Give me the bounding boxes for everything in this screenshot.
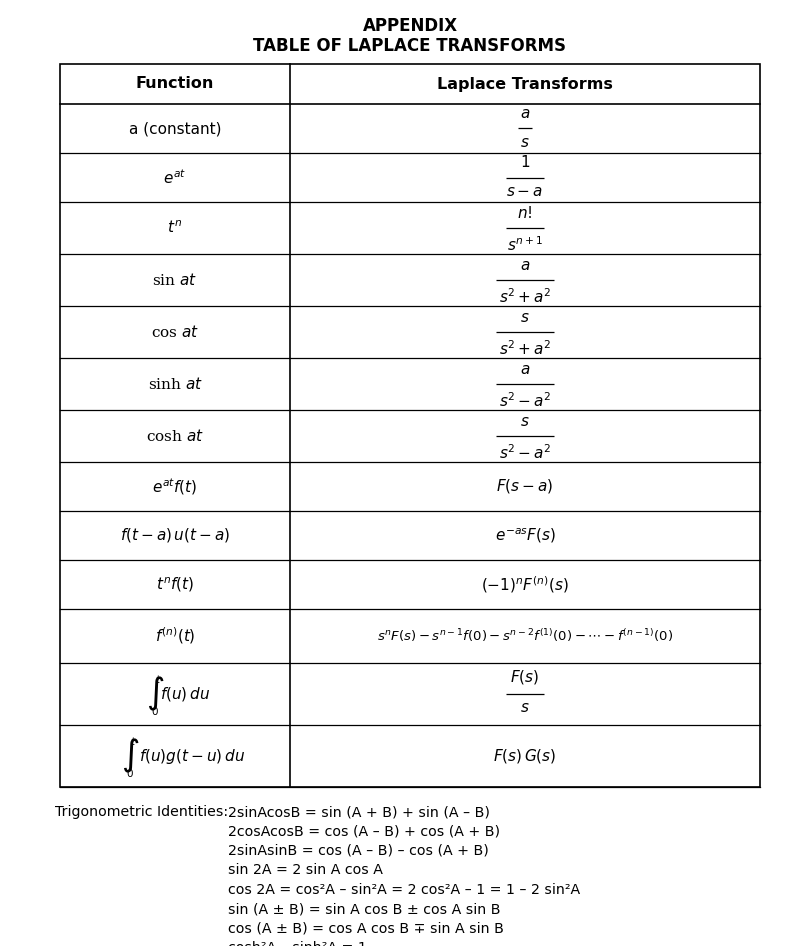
- Text: $e^{at}$: $e^{at}$: [163, 168, 186, 187]
- Text: $s^2 - a^2$: $s^2 - a^2$: [498, 444, 551, 463]
- Text: TABLE OF LAPLACE TRANSFORMS: TABLE OF LAPLACE TRANSFORMS: [253, 37, 566, 55]
- Text: $s^2 + a^2$: $s^2 + a^2$: [498, 340, 551, 359]
- Text: $a$: $a$: [520, 107, 529, 121]
- Text: sin (A ± B) = sin A cos B ± cos A sin B: sin (A ± B) = sin A cos B ± cos A sin B: [228, 902, 500, 917]
- Text: $f(t-a)\,u(t-a)$: $f(t-a)\,u(t-a)$: [120, 527, 230, 545]
- Text: $F(s)$: $F(s)$: [510, 669, 539, 687]
- Text: Laplace Transforms: Laplace Transforms: [437, 77, 612, 92]
- Text: $a$: $a$: [520, 362, 529, 377]
- Text: $s^{n+1}$: $s^{n+1}$: [506, 236, 543, 254]
- Text: $(-1)^{n}F^{(n)}(s)$: $(-1)^{n}F^{(n)}(s)$: [480, 574, 569, 595]
- Text: cosh $at$: cosh $at$: [146, 428, 204, 444]
- Text: $s$: $s$: [520, 310, 529, 324]
- Text: 2cosAcosB = cos (A – B) + cos (A + B): 2cosAcosB = cos (A – B) + cos (A + B): [228, 825, 499, 838]
- Text: cos (A ± B) = cos A cos B ∓ sin A sin B: cos (A ± B) = cos A cos B ∓ sin A sin B: [228, 922, 503, 936]
- Text: cos 2A = cos²A – sin²A = 2 cos²A – 1 = 1 – 2 sin²A: cos 2A = cos²A – sin²A = 2 cos²A – 1 = 1…: [228, 883, 580, 897]
- Text: APPENDIX: APPENDIX: [362, 17, 457, 35]
- Text: $F(s)\,G(s)$: $F(s)\,G(s)$: [493, 747, 556, 765]
- Text: a (constant): a (constant): [128, 121, 221, 136]
- Text: $s$: $s$: [520, 136, 529, 150]
- Text: $\int$: $\int$: [120, 737, 139, 775]
- Text: sin $at$: sin $at$: [153, 272, 198, 288]
- Text: $F(s-a)$: $F(s-a)$: [495, 478, 553, 496]
- Text: $0$: $0$: [151, 705, 159, 717]
- Text: $s^2 - a^2$: $s^2 - a^2$: [498, 392, 551, 411]
- Text: $t^{n}$: $t^{n}$: [167, 219, 182, 236]
- Text: Function: Function: [136, 77, 214, 92]
- Text: $s-a$: $s-a$: [506, 185, 543, 199]
- Text: $f^{(n)}(t)$: $f^{(n)}(t)$: [154, 625, 195, 646]
- Text: $f(u)\,du$: $f(u)\,du$: [160, 685, 210, 703]
- Text: 2sinAcosB = sin (A + B) + sin (A – B): 2sinAcosB = sin (A + B) + sin (A – B): [228, 805, 489, 819]
- Text: $t$: $t$: [129, 735, 136, 747]
- Text: $s$: $s$: [520, 414, 529, 429]
- Text: Trigonometric Identities:: Trigonometric Identities:: [55, 805, 228, 819]
- Text: $e^{at}f(t)$: $e^{at}f(t)$: [153, 476, 198, 497]
- Text: sinh $at$: sinh $at$: [147, 376, 202, 392]
- Text: $t^{n}f(t)$: $t^{n}f(t)$: [156, 575, 194, 594]
- Text: 2sinAsinB = cos (A – B) – cos (A + B): 2sinAsinB = cos (A – B) – cos (A + B): [228, 844, 488, 858]
- Text: $e^{-as}F(s)$: $e^{-as}F(s)$: [494, 526, 555, 545]
- Text: $s^{n}F(s)-s^{n-1}f(0)-s^{n-2}f^{(1)}(0)-\cdots-f^{(n-1)}(0)$: $s^{n}F(s)-s^{n-1}f(0)-s^{n-2}f^{(1)}(0)…: [377, 627, 672, 644]
- Text: $t$: $t$: [155, 673, 161, 685]
- Text: $n!$: $n!$: [516, 204, 532, 220]
- Text: cosh²A – sinh²A = 1: cosh²A – sinh²A = 1: [228, 941, 366, 946]
- Bar: [60, 64, 759, 787]
- Text: $\int$: $\int$: [145, 674, 164, 713]
- Text: sin 2A = 2 sin A cos A: sin 2A = 2 sin A cos A: [228, 864, 382, 878]
- Text: cos $at$: cos $at$: [151, 324, 199, 340]
- Text: $f(u)g(t-u)\,du$: $f(u)g(t-u)\,du$: [139, 746, 245, 765]
- Text: $s$: $s$: [520, 702, 529, 715]
- Text: $s^2 + a^2$: $s^2 + a^2$: [498, 288, 551, 307]
- Text: $1$: $1$: [520, 154, 529, 170]
- Text: $0$: $0$: [126, 767, 134, 779]
- Text: $a$: $a$: [520, 258, 529, 272]
